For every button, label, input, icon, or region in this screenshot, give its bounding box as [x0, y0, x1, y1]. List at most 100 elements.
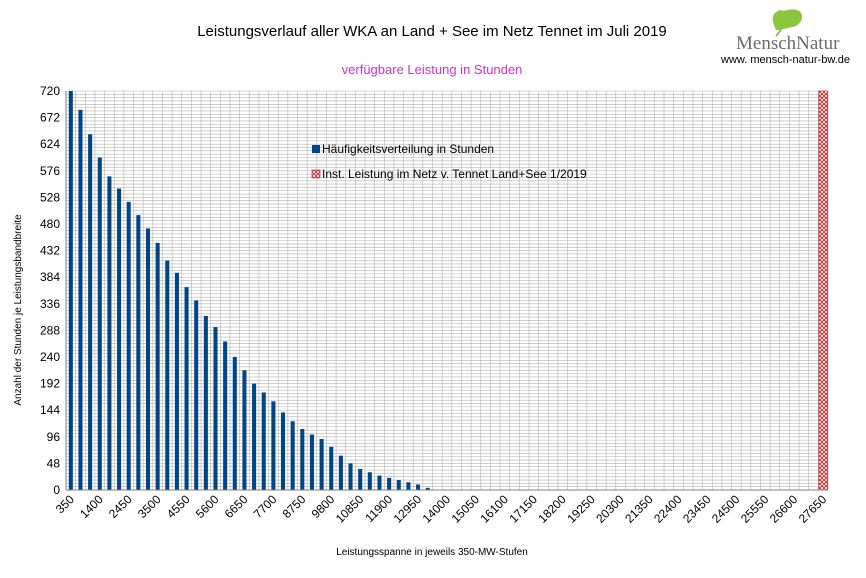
y-tick-label: 48 — [47, 456, 61, 470]
x-tick-label: 26600 — [767, 492, 801, 526]
y-tick-label: 672 — [40, 111, 60, 125]
y-tick-label: 432 — [40, 244, 60, 258]
bar — [261, 392, 266, 490]
x-tick-label: 6650 — [222, 492, 251, 521]
x-tick-label: 18200 — [535, 492, 569, 526]
y-tick-label: 384 — [40, 270, 60, 284]
x-tick-label: 14000 — [420, 492, 454, 526]
bar — [425, 487, 430, 490]
axes — [65, 91, 828, 491]
x-tick-label: 25550 — [738, 492, 772, 526]
bar-installed-capacity — [818, 90, 828, 491]
y-tick-label: 528 — [40, 190, 60, 204]
bar — [223, 341, 228, 490]
x-tick-label: 10850 — [333, 492, 367, 526]
bar — [184, 287, 189, 490]
bar — [242, 370, 247, 490]
y-tick-label: 720 — [40, 84, 60, 98]
brand-logo: MenschNatur — [736, 9, 840, 54]
bars-series-2 — [818, 90, 828, 491]
bar — [358, 468, 363, 490]
y-tick-label: 288 — [40, 323, 60, 337]
x-tick-label: 16100 — [477, 492, 511, 526]
bars-series-1 — [68, 91, 430, 491]
legend: Häufigkeitsverteilung in Stunden Inst. L… — [311, 142, 587, 181]
bar — [396, 480, 401, 490]
x-tick-label: 1400 — [77, 492, 106, 521]
bar — [213, 327, 218, 490]
y-tick-label: 0 — [53, 483, 60, 497]
y-tick-label: 144 — [40, 403, 60, 417]
logo-text: MenschNatur — [736, 33, 840, 54]
x-tick-label: 22400 — [651, 492, 685, 526]
website-url: www. mensch-natur-bw.de — [720, 54, 850, 66]
bar — [271, 401, 276, 490]
bar — [97, 157, 102, 490]
bar — [126, 201, 131, 491]
x-tick-label: 27650 — [796, 492, 830, 526]
bar — [300, 429, 305, 490]
bar — [155, 242, 160, 490]
bar — [406, 482, 411, 490]
bar — [416, 484, 421, 490]
x-tick-label: 20300 — [593, 492, 627, 526]
x-tick-label: 2450 — [106, 492, 135, 521]
x-tick-label: 12950 — [391, 492, 425, 526]
y-tick-label: 480 — [40, 217, 60, 231]
bar — [194, 300, 199, 490]
legend-swatch-series-1 — [312, 145, 320, 153]
bar — [309, 434, 314, 490]
chart-subtitle: verfügbare Leistung in Stunden — [342, 62, 523, 77]
y-tick-label: 240 — [40, 350, 60, 364]
bar — [338, 455, 343, 490]
bar — [319, 439, 324, 490]
bar — [290, 421, 295, 490]
x-tick-label: 23450 — [680, 492, 714, 526]
x-tick-label: 21350 — [622, 492, 656, 526]
legend-swatch-series-2 — [311, 169, 321, 179]
x-tick-label: 8750 — [280, 492, 309, 521]
chart-title: Leistungsverlauf aller WKA an Land + See… — [197, 23, 667, 40]
ginkgo-leaf-icon — [772, 9, 803, 37]
bar — [348, 463, 353, 490]
bar — [88, 134, 93, 490]
x-tick-label: 4550 — [164, 492, 193, 521]
bar — [107, 176, 112, 490]
bar — [280, 412, 286, 490]
x-tick-labels: 350 1400 2450 3500 4550 5600 6650 7700 8750 98001… — [53, 492, 830, 526]
x-axis-label: Leistungsspanne in jeweils 350-MW-Stufen — [336, 547, 528, 558]
bar — [367, 472, 372, 490]
bar — [68, 91, 73, 490]
bar — [145, 228, 151, 490]
y-tick-label: 576 — [40, 164, 60, 178]
bar — [252, 383, 257, 490]
legend-label-series-2: Inst. Leistung im Netz v. Tennet Land+Se… — [322, 167, 587, 181]
bar — [377, 475, 382, 490]
bar — [117, 188, 122, 491]
x-tick-label: 24500 — [709, 492, 743, 526]
horizontal-gridlines — [66, 90, 828, 491]
y-tick-label: 624 — [40, 137, 60, 151]
x-tick-label: 11900 — [362, 492, 395, 525]
y-tick-label: 336 — [40, 297, 60, 311]
x-tick-label: 15050 — [449, 492, 483, 526]
legend-label-series-1: Häufigkeitsverteilung in Stunden — [322, 142, 494, 156]
y-tick-labels: 0 48 96 144 192 240 288 336 384 432 480 528 576 624 67… — [40, 84, 60, 497]
bar — [329, 446, 334, 490]
bar — [203, 315, 208, 490]
y-axis-label: Anzahl der Stunden je Leistungsbandbreit… — [13, 214, 24, 406]
bar — [165, 260, 170, 490]
x-tick-label: 7700 — [251, 492, 280, 521]
x-tick-label: 3500 — [135, 492, 164, 521]
x-tick-label: 17150 — [506, 492, 540, 526]
bar — [174, 272, 179, 490]
bar — [387, 477, 392, 490]
y-tick-label: 96 — [47, 430, 61, 444]
bar — [232, 357, 237, 490]
bar — [136, 215, 141, 490]
y-tick-label: 192 — [40, 377, 60, 391]
bar — [78, 109, 83, 490]
x-tick-label: 5600 — [193, 492, 222, 521]
x-tick-label: 19250 — [564, 492, 598, 526]
